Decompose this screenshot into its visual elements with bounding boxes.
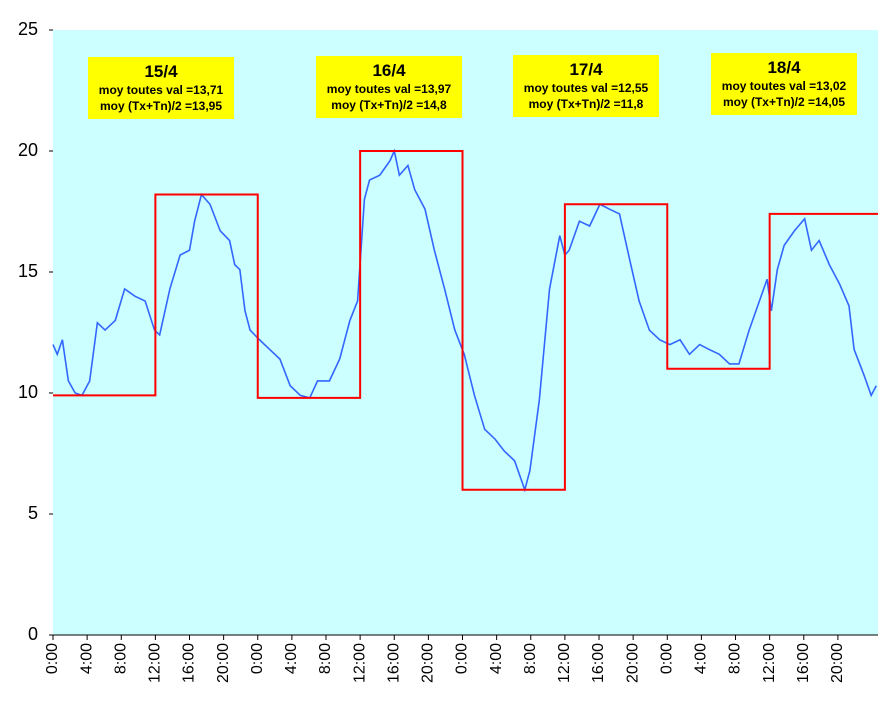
y-tick-label: 20 (18, 140, 38, 160)
x-tick-label: 8:00 (522, 643, 539, 674)
annotation-line: moy toutes val =13,97 (327, 82, 452, 96)
annotation-box (88, 57, 234, 119)
x-tick-label: 12:00 (351, 643, 368, 683)
annotation-line: moy (Tx+Tn)/2 =13,95 (100, 99, 222, 113)
annotation-box (513, 55, 659, 117)
x-tick-label: 16:00 (385, 643, 402, 683)
y-tick-label: 5 (28, 503, 38, 523)
annotation: 16/4 moy toutes val =13,97 moy (Tx+Tn)/2 =… (316, 56, 462, 118)
annotation-line: moy (Tx+Tn)/2 =14,8 (331, 98, 447, 112)
x-tick-label: 12:00 (761, 643, 778, 683)
x-tick-label: 0:00 (249, 643, 266, 674)
x-tick-label: 12:00 (556, 643, 573, 683)
annotation-title: 15/4 (144, 62, 178, 81)
y-tick-label: 0 (28, 624, 38, 644)
annotation: 17/4 moy toutes val =12,55 moy (Tx+Tn)/2 =… (513, 55, 659, 117)
x-tick-label: 4:00 (693, 643, 710, 674)
annotation-line: moy (Tx+Tn)/2 =14,05 (723, 95, 845, 109)
x-tick-label: 16:00 (795, 643, 812, 683)
annotation-title: 17/4 (569, 60, 603, 79)
annotation: 18/4 moy toutes val =13,02 moy (Tx+Tn)/2 =… (711, 53, 857, 115)
x-tick-label: 8:00 (317, 643, 334, 674)
x-tick-label: 12:00 (147, 643, 164, 683)
x-tick-label: 16:00 (181, 643, 198, 683)
annotation-line: moy toutes val =13,02 (722, 79, 847, 93)
step-line (53, 150, 878, 491)
annotation: 15/4 moy toutes val =13,71 moy (Tx+Tn)/2 =… (88, 57, 234, 119)
annotation-line: moy toutes val =13,71 (99, 83, 224, 97)
temperature-line (52, 148, 878, 493)
annotation-title: 16/4 (372, 61, 406, 80)
x-tick-label: 0:00 (658, 643, 675, 674)
x-tick-label: 0:00 (454, 643, 471, 674)
annotation-box (316, 56, 462, 118)
x-tick-label: 16:00 (590, 643, 607, 683)
x-tick-label: 4:00 (78, 643, 95, 674)
y-tick-label: 15 (18, 261, 38, 281)
x-tick-label: 20:00 (215, 643, 232, 683)
x-tick-label: 20:00 (829, 643, 846, 683)
annotation-line: moy toutes val =12,55 (524, 81, 649, 95)
x-tick-label: 4:00 (283, 643, 300, 674)
annotation-line: moy (Tx+Tn)/2 =11,8 (529, 97, 644, 111)
y-tick-label: 25 (18, 19, 38, 39)
x-tick-label: 20:00 (624, 643, 641, 683)
x-tick-label: 8:00 (727, 643, 744, 674)
annotation-box (711, 53, 857, 115)
x-tick-label: 0:00 (44, 643, 61, 674)
y-tick-label: 10 (18, 382, 38, 402)
x-tick-label: 8:00 (112, 643, 129, 674)
x-tick-label: 4:00 (488, 643, 505, 674)
plot-area (53, 30, 878, 635)
x-tick-label: 20:00 (420, 643, 437, 683)
annotation-title: 18/4 (767, 58, 801, 77)
